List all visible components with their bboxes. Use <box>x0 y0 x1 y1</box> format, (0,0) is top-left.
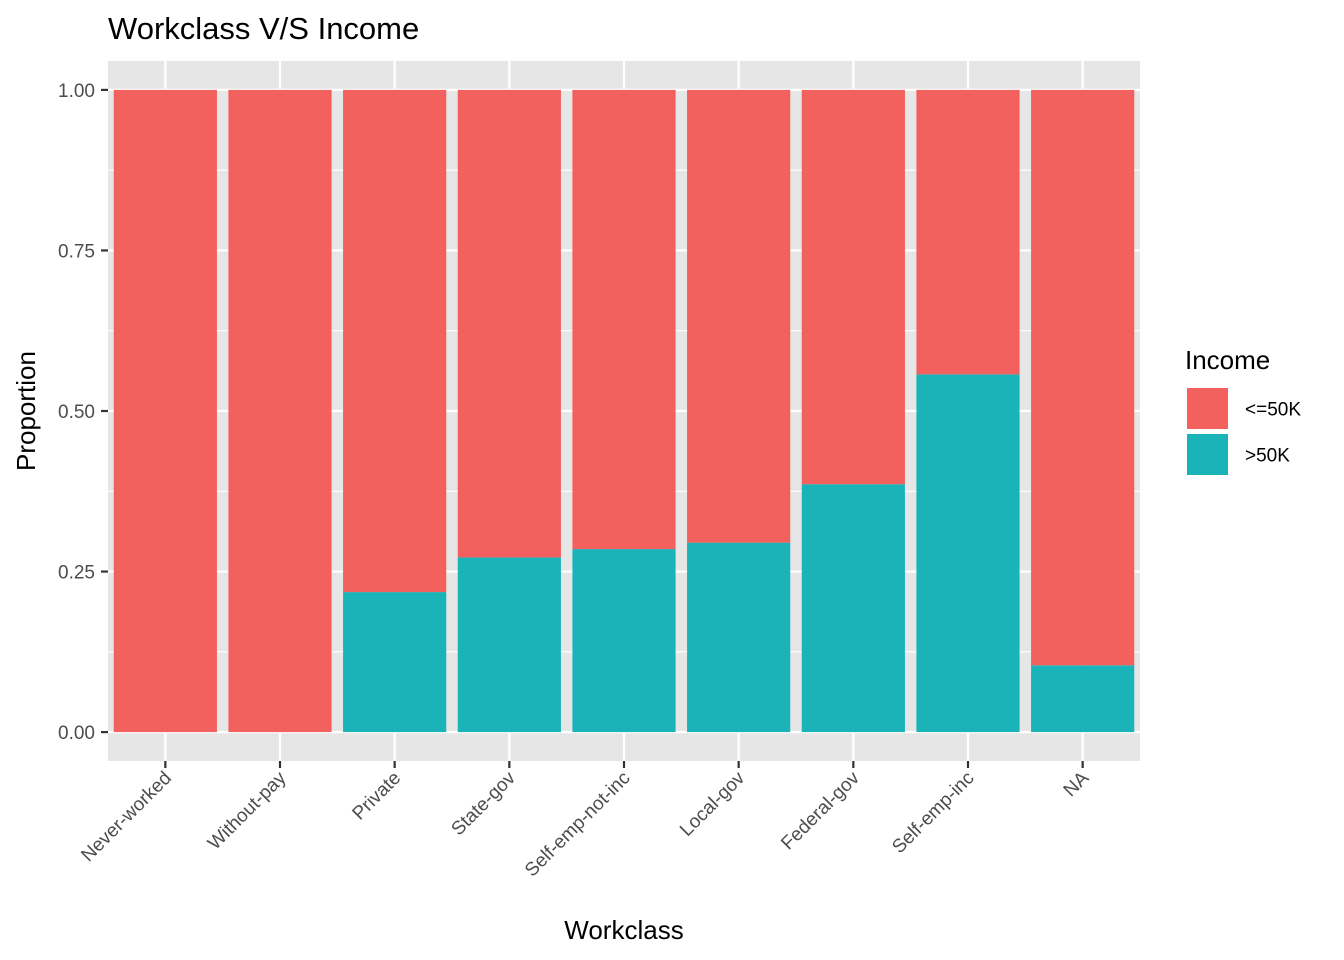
x-tick-label: Private <box>349 768 406 825</box>
y-tick-label: 0.25 <box>58 563 95 584</box>
y-tick-label: 0.50 <box>58 402 95 423</box>
bar-segment <box>113 89 217 733</box>
bar-segment <box>687 542 791 733</box>
bars <box>113 89 1135 733</box>
bar-segment <box>1031 665 1135 733</box>
bar-segment <box>343 592 447 733</box>
bar-segment <box>457 89 561 558</box>
bar-segment <box>228 89 332 733</box>
bar-segment <box>572 549 676 733</box>
bar-segment <box>687 89 791 543</box>
x-tick-label: Federal-gov <box>777 767 864 854</box>
bar-segment <box>801 89 905 485</box>
x-tick-label: Local-gov <box>676 767 749 840</box>
y-tick-label: 0.75 <box>58 241 95 262</box>
legend-key <box>1185 432 1230 477</box>
legend: Income <=50K >50K <box>1185 345 1301 477</box>
legend-key <box>1185 386 1230 431</box>
bar-segment <box>916 89 1020 375</box>
bar-segment <box>572 89 676 550</box>
x-axis-title: Workclass <box>564 915 683 945</box>
chart-title: Workclass V/S Income <box>108 11 419 46</box>
bar-segment <box>343 89 447 593</box>
legend-label: >50K <box>1245 446 1290 467</box>
x-tick-label: Never-worked <box>77 768 175 866</box>
x-tick-label: Self-emp-inc <box>888 768 978 858</box>
x-tick-label: NA <box>1060 767 1094 801</box>
x-tick-label: State-gov <box>448 767 521 840</box>
bar-segment <box>916 374 1020 733</box>
legend-label: <=50K <box>1245 400 1301 421</box>
x-tick-label: Self-emp-not-inc <box>521 768 634 881</box>
x-tick-label: Without-pay <box>204 767 291 854</box>
bar-segment <box>801 484 905 733</box>
y-tick-label: 1.00 <box>58 81 95 102</box>
y-tick-label: 0.00 <box>58 723 95 744</box>
y-axis-title: Proportion <box>11 351 41 471</box>
legend-title: Income <box>1185 345 1270 375</box>
bar-segment <box>1031 89 1135 666</box>
bar-segment <box>457 557 561 733</box>
